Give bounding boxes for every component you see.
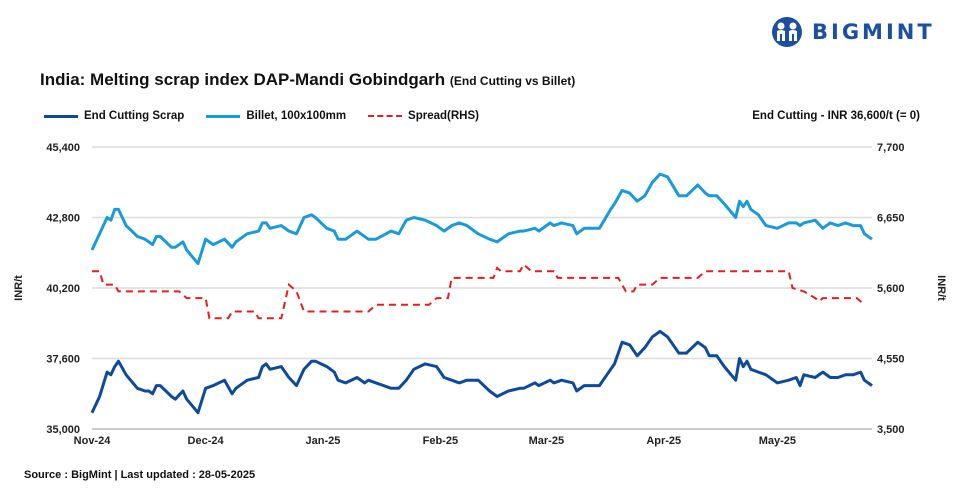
y2-tick-label: 7,700 (877, 142, 905, 154)
source-text: Source : BigMint | Last updated : 28-05-… (24, 469, 256, 481)
bigmint-logo: BIGMINT (770, 16, 935, 48)
people-logo-icon (772, 17, 802, 47)
title-sub: (End Cutting vs Billet) (449, 74, 576, 88)
legend-swatch (206, 114, 241, 118)
title-main: India: Melting scrap index DAP-Mandi Gob… (40, 70, 446, 89)
x-tick-label: Apr-25 (646, 435, 681, 447)
x-tick-label: Nov-24 (74, 435, 112, 447)
y-axis-label: INR/t (13, 275, 25, 301)
legend-label: Billet, 100x100mm (246, 110, 347, 122)
legend-label: Spread(RHS) (408, 110, 479, 122)
y-tick-label: 37,600 (46, 354, 80, 366)
x-tick-label: Mar-25 (529, 435, 564, 447)
legend-swatch (44, 114, 78, 118)
x-tick-label: Dec-24 (188, 435, 225, 447)
y-tick-label: 45,400 (46, 142, 80, 154)
chart-title: India: Melting scrap index DAP-Mandi Gob… (40, 70, 575, 90)
brand-name: BIGMINT (812, 20, 935, 44)
legend: End Cutting Scrap Billet, 100x100mm Spre… (44, 110, 479, 122)
legend-swatch (368, 115, 403, 117)
series-line-end-cutting-scrap (90, 329, 873, 415)
x-tick-label: Jan-25 (306, 435, 341, 447)
y2-tick-label: 4,550 (877, 354, 905, 366)
legend-item-spread: Spread(RHS) (368, 110, 479, 122)
y-tick-label: 35,000 (46, 424, 80, 436)
y2-tick-label: 6,650 (877, 213, 905, 225)
legend-label: End Cutting Scrap (84, 110, 185, 122)
y-tick-label: 40,200 (46, 283, 80, 295)
y2-tick-label: 3,500 (877, 424, 905, 436)
x-tick-label: May-25 (759, 435, 796, 447)
series-line-spread (92, 262, 866, 320)
x-tick-label: Feb-25 (423, 435, 458, 447)
series-line-billet (90, 172, 873, 266)
y2-axis-label: INR/t (935, 275, 947, 301)
legend-item-billet: Billet, 100x100mm (206, 110, 346, 122)
end-cutting-note: End Cutting - INR 36,600/t (= 0) (752, 110, 920, 122)
y-tick-label: 42,800 (46, 213, 80, 225)
legend-item-scrap: End Cutting Scrap (44, 110, 184, 122)
y2-tick-label: 5,600 (877, 283, 905, 295)
